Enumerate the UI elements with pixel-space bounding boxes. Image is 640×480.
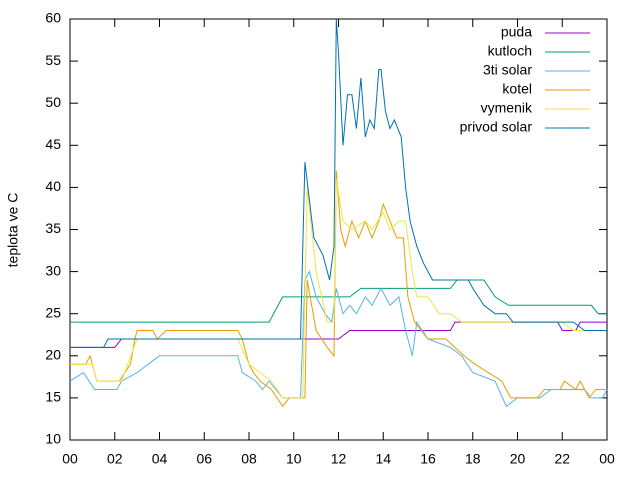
- series-line: [70, 18, 607, 348]
- x-tick-label: 04: [152, 451, 168, 467]
- y-tick-label: 10: [45, 431, 61, 447]
- legend-label: vymenik: [481, 100, 533, 116]
- y-tick-label: 15: [45, 389, 61, 405]
- series-line: [70, 321, 607, 348]
- y-tick-label: 20: [45, 347, 61, 363]
- x-tick-label: 06: [196, 451, 212, 467]
- y-tick-label: 30: [45, 262, 61, 278]
- y-tick-label: 25: [45, 304, 61, 320]
- x-tick-label: 20: [510, 451, 526, 467]
- y-tick-label: 45: [45, 136, 61, 152]
- series-line: [70, 170, 607, 408]
- y-tick-label: 35: [45, 220, 61, 236]
- legend-label: 3ti solar: [483, 62, 532, 78]
- y-tick-label: 50: [45, 94, 61, 110]
- y-tick-label: 40: [45, 178, 61, 194]
- legend-label: kutloch: [488, 43, 532, 59]
- x-tick-label: 10: [286, 451, 302, 467]
- y-tick-label: 60: [45, 10, 61, 26]
- legend-label: puda: [501, 24, 532, 40]
- x-tick-label: 22: [554, 451, 570, 467]
- series-line: [70, 178, 607, 399]
- x-tick-label: 16: [420, 451, 436, 467]
- x-tick-label: 12: [331, 451, 347, 467]
- x-tick-label: 14: [375, 451, 391, 467]
- x-tick-label: 02: [107, 451, 123, 467]
- x-tick-label: 18: [465, 451, 481, 467]
- y-tick-label: 55: [45, 52, 61, 68]
- x-tick-label: 00: [62, 451, 78, 467]
- legend-label: kotel: [502, 81, 532, 97]
- series-line: [69, 270, 608, 408]
- x-tick-label: 08: [241, 451, 257, 467]
- y-axis-label: teplota ve C: [5, 193, 21, 268]
- x-tick-label: 00: [599, 451, 615, 467]
- series-line: [70, 279, 607, 323]
- legend-label: privod solar: [460, 119, 533, 135]
